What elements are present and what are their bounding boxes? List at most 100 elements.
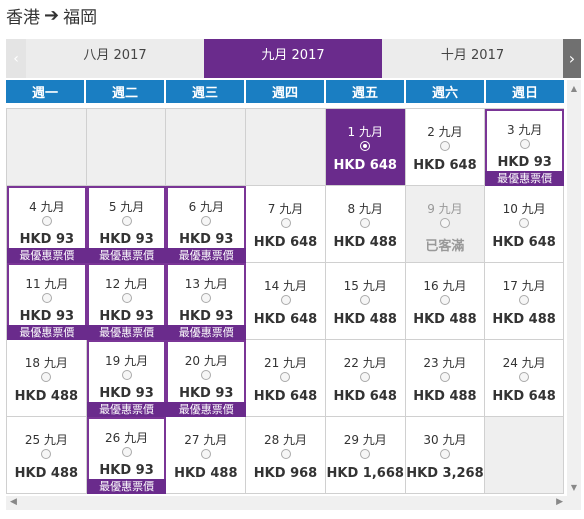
calendar-day-cell[interactable]: 18 九月 HKD 488 (7, 340, 87, 417)
fare-radio[interactable] (360, 449, 371, 459)
best-fare-badge: 最優惠票價 (86, 325, 167, 340)
calendar-day-cell[interactable]: 13 九月 HKD 93 最優惠票價 (166, 263, 247, 340)
calendar-day-cell[interactable]: 14 九月 HKD 648 (246, 263, 326, 340)
scroll-down-icon[interactable]: ▼ (570, 483, 578, 492)
fare-price: HKD 93 (179, 232, 234, 247)
calendar-day-cell[interactable]: 26 九月 HKD 93 最優惠票價 (86, 417, 167, 494)
calendar-day-cell[interactable]: 30 九月 HKD 3,268 (405, 417, 486, 494)
calendar-day-cell[interactable]: 23 九月 HKD 488 (405, 340, 486, 417)
calendar-week-row: 18 九月 HKD 488 19 九月 HKD 93 最優惠票價 20 九月 HKD 93 最… (7, 340, 564, 417)
scroll-left-icon[interactable]: ◀ (10, 497, 17, 507)
fare-radio[interactable] (41, 216, 52, 226)
fare-radio[interactable] (121, 447, 132, 457)
day-date-label: 6 九月 (188, 200, 225, 214)
fare-radio[interactable] (360, 218, 371, 228)
fare-radio[interactable] (360, 141, 371, 151)
calendar-day-cell[interactable]: 5 九月 HKD 93 最優惠票價 (86, 186, 167, 263)
day-date-label: 1 九月 (347, 125, 383, 139)
calendar-day-cell[interactable]: 27 九月 HKD 488 (166, 417, 247, 494)
fare-radio[interactable] (41, 449, 52, 459)
fare-radio[interactable] (519, 139, 530, 149)
fare-radio[interactable] (439, 141, 450, 151)
calendar-day-cell[interactable]: 19 九月 HKD 93 最優惠票價 (86, 340, 167, 417)
calendar-day-cell[interactable]: 21 九月 HKD 648 (246, 340, 326, 417)
next-month-button[interactable]: › (563, 39, 581, 78)
fare-radio[interactable] (519, 372, 530, 382)
calendar-day-cell[interactable]: 12 九月 HKD 93 最優惠票價 (86, 263, 167, 340)
fare-radio[interactable] (439, 372, 450, 382)
calendar-day-cell[interactable]: 11 九月 HKD 93 最優惠票價 (7, 263, 87, 340)
fare-radio[interactable] (280, 449, 291, 459)
calendar-week-row: 4 九月 HKD 93 最優惠票價 5 九月 HKD 93 最優惠票價 6 九月 HKD 93… (7, 186, 564, 263)
weekday-label: 週五 (326, 80, 404, 103)
fare-radio[interactable] (121, 370, 132, 380)
day-date-label: 28 九月 (263, 433, 308, 447)
calendar-day-cell[interactable]: 15 九月 HKD 488 (325, 263, 406, 340)
calendar-day-cell[interactable]: 2 九月 HKD 648 (405, 109, 486, 186)
calendar-day-cell[interactable]: 20 九月 HKD 93 最優惠票價 (166, 340, 247, 417)
fare-radio[interactable] (360, 295, 371, 305)
fare-price: HKD 648 (253, 235, 318, 250)
fare-radio[interactable] (360, 372, 371, 382)
fare-radio[interactable] (121, 293, 132, 303)
best-fare-badge: 最優惠票價 (166, 248, 247, 263)
scroll-up-icon[interactable]: ▲ (570, 84, 578, 93)
fare-radio[interactable] (41, 293, 52, 303)
calendar-day-cell[interactable]: 25 九月 HKD 488 (7, 417, 87, 494)
fare-radio[interactable] (280, 295, 291, 305)
chevron-left-icon: ‹ (13, 50, 19, 67)
day-date-label: 15 九月 (343, 279, 387, 293)
prev-month-button[interactable]: ‹ (6, 39, 26, 78)
arrow-right-icon: ➔ (44, 4, 60, 26)
horizontal-scrollbar[interactable]: ◀ ▶ (6, 496, 581, 510)
fare-radio[interactable] (201, 370, 212, 380)
sold-out-label: 已客滿 (425, 239, 465, 254)
calendar-day-cell[interactable]: 7 九月 HKD 648 (246, 186, 326, 263)
fare-price: HKD 93 (179, 309, 234, 324)
calendar-day-cell[interactable]: 16 九月 HKD 488 (405, 263, 486, 340)
fare-radio[interactable] (280, 372, 291, 382)
calendar-day-cell[interactable]: 24 九月 HKD 648 (485, 340, 564, 417)
calendar-day-cell[interactable]: 10 九月 HKD 648 (485, 186, 564, 263)
tab-next-month[interactable]: 十月 2017 (440, 48, 505, 63)
calendar-day-cell[interactable]: 17 九月 HKD 488 (485, 263, 564, 340)
tab-current-month[interactable]: 九月 2017 (204, 39, 382, 78)
fare-radio[interactable] (519, 218, 530, 228)
calendar-day-cell[interactable]: 6 九月 HKD 93 最優惠票價 (166, 186, 247, 263)
calendar-day-cell[interactable]: 1 九月 HKD 648 (325, 109, 406, 186)
calendar-day-cell[interactable]: 22 九月 HKD 648 (325, 340, 406, 417)
fare-price: HKD 488 (14, 389, 79, 404)
tab-prev-month[interactable]: 八月 2017 (83, 48, 147, 63)
best-fare-badge: 最優惠票價 (166, 402, 247, 417)
fare-radio[interactable] (201, 216, 212, 226)
fare-price: HKD 488 (14, 466, 79, 481)
best-fare-badge: 最優惠票價 (7, 325, 87, 340)
day-date-label: 19 九月 (105, 354, 149, 368)
weekday-label: 週四 (246, 80, 324, 103)
fare-radio[interactable] (439, 449, 450, 459)
fare-price: HKD 648 (253, 312, 318, 327)
fare-price: HKD 3,268 (406, 466, 484, 481)
fare-radio[interactable] (280, 218, 291, 228)
calendar-day-cell[interactable]: 4 九月 HKD 93 最優惠票價 (7, 186, 87, 263)
fare-radio[interactable] (201, 293, 212, 303)
fare-radio[interactable] (121, 216, 132, 226)
calendar-week-row: 25 九月 HKD 488 26 九月 HKD 93 最優惠票價 27 九月 HKD 488… (7, 417, 565, 494)
day-date-label: 21 九月 (263, 356, 308, 370)
scroll-right-icon[interactable]: ▶ (556, 497, 563, 507)
vertical-scrollbar[interactable]: ▲ ▼ (567, 80, 581, 496)
best-fare-badge: 最優惠票價 (86, 248, 167, 263)
fare-radio[interactable] (519, 295, 530, 305)
fare-radio[interactable] (41, 372, 52, 382)
calendar-day-cell[interactable]: 28 九月 HKD 968 (246, 417, 326, 494)
fare-radio[interactable] (200, 449, 211, 459)
calendar-day-cell[interactable]: 3 九月 HKD 93 最優惠票價 (485, 109, 565, 186)
fare-price: HKD 488 (492, 312, 556, 327)
fare-radio[interactable] (439, 295, 450, 305)
calendar-day-cell: 9 九月 已客滿 (405, 186, 486, 263)
day-date-label: 4 九月 (29, 200, 65, 214)
calendar-day-cell[interactable]: 29 九月 HKD 1,668 (325, 417, 406, 494)
calendar-week-row: 11 九月 HKD 93 最優惠票價 12 九月 HKD 93 最優惠票價 13 九月 HKD… (7, 263, 564, 340)
calendar-day-cell[interactable]: 8 九月 HKD 488 (325, 186, 406, 263)
day-date-label: 24 九月 (502, 356, 546, 370)
